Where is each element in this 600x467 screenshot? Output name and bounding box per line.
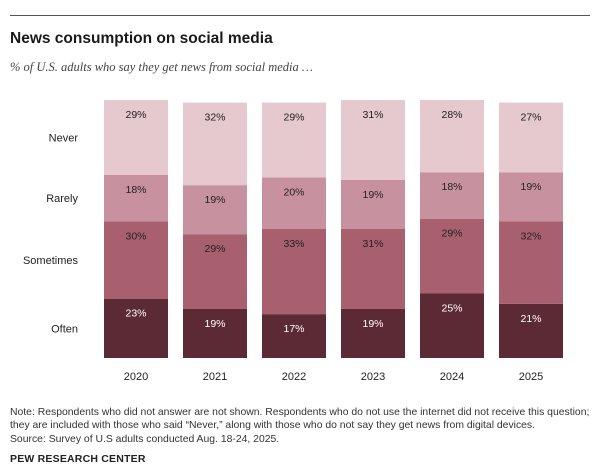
data-label: 18% (441, 181, 462, 193)
source-line: Source: Survey of U.S adults conducted A… (10, 433, 280, 445)
bar-segment-often (262, 314, 326, 358)
data-label: 29% (441, 228, 462, 240)
bar-segment-rarely (420, 172, 484, 219)
top-rule (10, 15, 590, 16)
series-label-rarely: Rarely (46, 193, 78, 205)
bar-segment-never (104, 100, 168, 175)
data-label: 25% (441, 303, 462, 315)
chart-subtitle: % of U.S. adults who say they get news f… (10, 60, 313, 74)
data-label: 19% (204, 318, 225, 330)
bar-segment-often (420, 293, 484, 358)
note-line: Note: Respondents who did not answer are… (10, 407, 590, 418)
data-label: 19% (362, 189, 383, 201)
bar-segment-never (499, 102, 563, 173)
series-label-never: Never (49, 132, 79, 144)
data-label: 32% (204, 112, 225, 124)
x-tick-label: 2021 (203, 371, 227, 383)
series-label-sometimes: Sometimes (23, 255, 79, 267)
x-tick-label: 2022 (282, 371, 306, 383)
bar-segment-often (183, 308, 247, 358)
bar-segment-often (499, 303, 563, 358)
note-line: they are included with those who said “N… (10, 420, 536, 432)
data-label: 30% (125, 230, 146, 242)
bar-segment-sometimes (420, 218, 484, 294)
data-label: 23% (125, 308, 146, 320)
data-label: 20% (283, 186, 304, 198)
bar-segment-sometimes (262, 229, 326, 315)
data-label: 29% (204, 243, 225, 255)
data-label: 19% (204, 194, 225, 206)
data-label: 17% (283, 323, 304, 335)
data-label: 31% (362, 238, 383, 250)
bar-segment-sometimes (104, 221, 168, 299)
bar-segment-often (341, 308, 405, 358)
x-tick-label: 2020 (124, 371, 148, 383)
bar-segment-rarely (104, 174, 168, 222)
bar-segment-sometimes (341, 229, 405, 309)
bar-segment-rarely (499, 172, 563, 222)
data-label: 29% (283, 112, 304, 124)
bar-segment-never (420, 100, 484, 173)
bar-segment-never (183, 102, 247, 186)
x-tick-label: 2023 (361, 371, 385, 383)
data-label: 32% (520, 230, 541, 242)
series-label-often: Often (51, 323, 78, 335)
data-label: 18% (125, 184, 146, 196)
data-label: 21% (520, 313, 541, 325)
data-label: 33% (283, 238, 304, 250)
chart-title: News consumption on social media (10, 30, 273, 47)
bar-segment-never (262, 102, 326, 178)
stacked-bar-chart: 23% 30% 18% 29% 2020 19% 29% 19% 32% 2021 17% 33% 20… (23, 100, 563, 383)
x-tick-label: 2025 (519, 371, 543, 383)
organization-name: PEW RESEARCH CENTER (10, 453, 146, 465)
bar-segment-never (341, 100, 405, 180)
data-label: 31% (362, 109, 383, 121)
data-label: 29% (125, 109, 146, 121)
data-label: 19% (362, 318, 383, 330)
bar-segment-sometimes (183, 234, 247, 309)
bar-segment-rarely (183, 185, 247, 235)
bar-segment-rarely (341, 179, 405, 229)
chart-note: Note: Respondents who did not answer are… (10, 406, 595, 446)
bar-segment-often (104, 298, 168, 358)
bar-segment-sometimes (499, 221, 563, 304)
x-tick-label: 2024 (440, 371, 464, 383)
bar-segment-rarely (262, 177, 326, 229)
data-label: 27% (520, 112, 541, 124)
data-label: 28% (441, 109, 462, 121)
data-label: 19% (520, 181, 541, 193)
